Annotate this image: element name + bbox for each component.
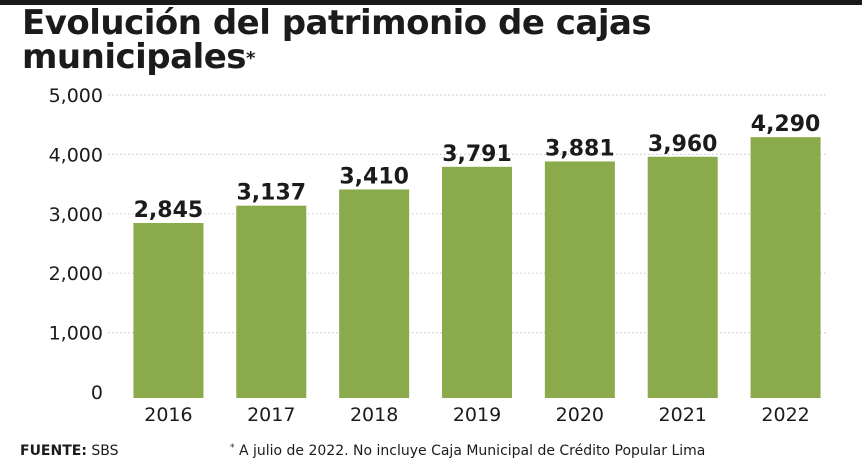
x-tick-label: 2022	[761, 404, 809, 426]
y-tick-label: 4,000	[49, 144, 103, 166]
data-label: 3,960	[648, 132, 718, 157]
bar-chart: 0 1,000 2,000 3,000 4,000 5,000 2,845 3,137 3,4…	[49, 85, 828, 426]
y-tick-label: 0	[91, 382, 103, 404]
data-label: 3,410	[339, 164, 409, 189]
y-tick-label: 1,000	[49, 323, 103, 345]
source-value: SBS	[91, 443, 119, 459]
y-tick-label: 3,000	[49, 204, 103, 226]
data-label: 3,791	[442, 142, 512, 167]
x-tick-label: 2016	[144, 404, 192, 426]
data-label: 2,845	[134, 198, 204, 223]
x-tick-label: 2018	[350, 404, 398, 426]
y-tick-label: 2,000	[49, 263, 103, 285]
x-tick-label: 2021	[659, 404, 707, 426]
x-tick-label: 2020	[556, 404, 604, 426]
y-axis-ticks: 0 1,000 2,000 3,000 4,000 5,000	[49, 85, 103, 404]
bar	[442, 166, 512, 398]
chart-footer: FUENTE: SBS * A julio de 2022. No incluy…	[20, 443, 855, 461]
footnote: * A julio de 2022. No incluye Caja Munic…	[230, 443, 705, 459]
x-tick-label: 2019	[453, 404, 501, 426]
x-axis-ticks: 2016 2017 2018 2019 2020 2021 2022	[144, 404, 810, 426]
bars	[133, 137, 821, 398]
chart-title: Evolución del patrimonio de cajas munici…	[22, 3, 652, 77]
data-labels: 2,845 3,137 3,410 3,791 3,881 3,960 4,290	[134, 112, 821, 223]
top-rule	[0, 0, 862, 5]
data-label: 3,881	[545, 136, 615, 161]
data-label: 4,290	[751, 112, 821, 137]
bar	[339, 189, 410, 398]
bar	[750, 137, 821, 398]
bar	[236, 205, 307, 398]
data-label: 3,137	[236, 181, 306, 206]
bar	[133, 223, 204, 398]
bar	[647, 156, 718, 398]
title-footnote-marker: *	[246, 48, 255, 69]
bar	[544, 161, 615, 398]
footnote-text: A julio de 2022. No incluye Caja Municip…	[238, 443, 706, 459]
y-tick-label: 5,000	[49, 85, 103, 107]
source-label: FUENTE:	[20, 443, 87, 459]
footnote-marker: *	[230, 443, 235, 453]
x-tick-label: 2017	[247, 404, 295, 426]
